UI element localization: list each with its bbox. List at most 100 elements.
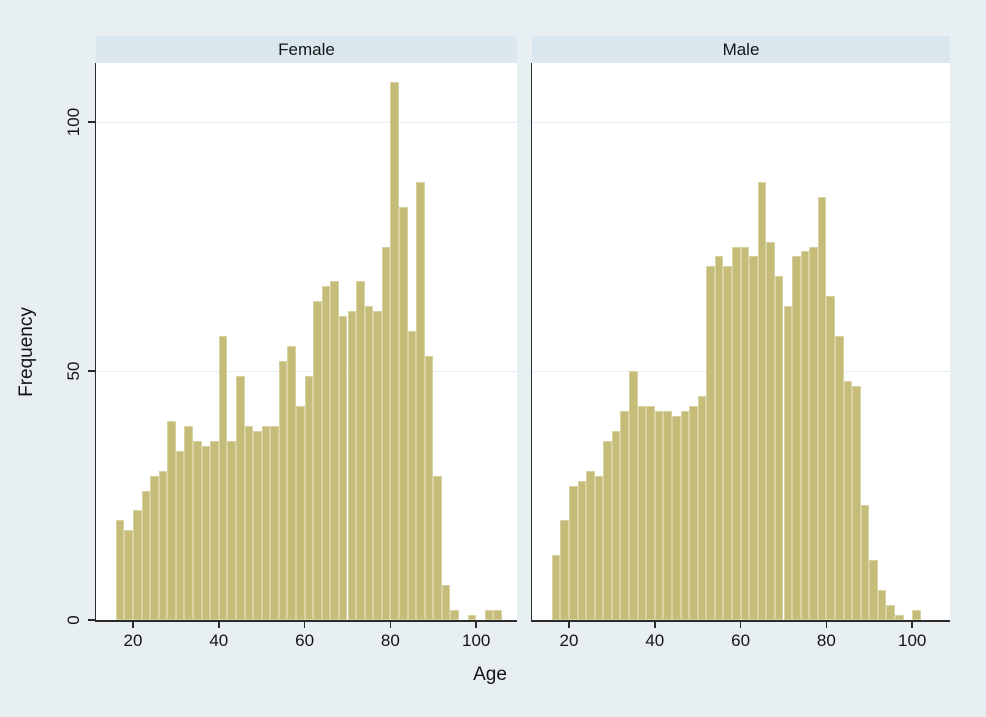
x-tick-80 [389, 621, 392, 628]
histogram-bar [424, 356, 434, 620]
y-tick-label-50: 50 [64, 361, 83, 381]
histogram-bar [158, 470, 168, 620]
histogram-bar [321, 286, 331, 620]
x-axis-line [94, 620, 517, 622]
histogram-bar [227, 440, 236, 620]
x-tick-label-40: 40 [209, 631, 229, 650]
x-tick-label-20: 20 [123, 631, 143, 650]
histogram-bar [218, 336, 228, 620]
histogram-bar [886, 605, 896, 620]
histogram-bar [732, 246, 741, 620]
histogram-bar [338, 316, 348, 620]
histogram-bar [244, 425, 254, 620]
y-tick-label-0: 0 [64, 615, 83, 625]
histogram-bar [877, 590, 887, 620]
histogram-bar [792, 256, 801, 620]
histogram-bar [671, 415, 681, 620]
histogram-bar [852, 385, 861, 620]
histogram-bar [210, 440, 219, 620]
histogram-bar [450, 610, 460, 620]
x-tick-40 [654, 621, 656, 628]
histogram-bar [270, 425, 279, 620]
facet-strip-male: Male [532, 36, 950, 63]
histogram-bar [740, 246, 750, 620]
histogram-bar [381, 246, 391, 620]
histogram-bar [253, 430, 262, 620]
histogram-bar [620, 410, 630, 620]
x-tick-label-20: 20 [559, 631, 579, 650]
histogram-bar [287, 346, 297, 620]
histogram-bar [680, 410, 690, 620]
histogram-bar [723, 266, 733, 620]
histogram-bar [749, 256, 758, 620]
histogram-bar [560, 520, 569, 620]
histogram-bar [551, 555, 561, 620]
histogram-bar [912, 610, 921, 620]
x-tick-60 [303, 621, 306, 628]
histogram-bar [774, 276, 784, 620]
histogram-bar [433, 475, 442, 620]
histogram-bar [296, 405, 305, 620]
histogram-bar [860, 505, 870, 620]
histogram-bar [783, 306, 793, 620]
gridline-y100 [96, 121, 517, 123]
x-axis-line [530, 620, 950, 622]
x-tick-label-80: 80 [816, 631, 836, 650]
histogram-bar [826, 296, 835, 620]
bars-layer-male [532, 63, 950, 620]
histogram-bar [184, 425, 194, 620]
histogram-bar [175, 450, 185, 620]
y-tick-0 [88, 619, 95, 621]
histogram-bar [390, 82, 399, 620]
x-tick-20 [568, 621, 570, 628]
histogram-bar [594, 475, 604, 620]
bars-layer-female [96, 63, 517, 620]
y-tick-100 [88, 121, 95, 123]
histogram-bar [663, 410, 672, 620]
histogram-bar [115, 520, 125, 620]
histogram-bar [611, 430, 621, 620]
histogram-bar [757, 181, 767, 620]
histogram-bar [407, 331, 417, 620]
histogram-bar [697, 395, 707, 620]
histogram-bar [278, 361, 288, 620]
x-tick-label-80: 80 [380, 631, 400, 650]
histogram-bar [467, 615, 477, 620]
x-axis-title: Age [473, 664, 507, 685]
histogram-bar [347, 311, 357, 620]
histogram-bar [133, 510, 142, 620]
y-axis-title: Frequency [16, 307, 37, 397]
histogram-bar [809, 246, 818, 620]
y-tick-50 [88, 370, 95, 372]
gridline-y100 [532, 121, 950, 123]
histogram-bar [800, 251, 810, 620]
histogram-bar [193, 440, 202, 620]
histogram-bar [895, 615, 904, 620]
x-tick-label-40: 40 [645, 631, 665, 650]
histogram-bar [416, 181, 425, 620]
x-tick-label-60: 60 [731, 631, 751, 650]
histogram-bar [629, 371, 638, 620]
histogram-bar [330, 281, 339, 620]
histogram-bar [637, 405, 647, 620]
histogram-bar [646, 405, 655, 620]
x-tick-40 [218, 621, 220, 628]
histogram-bar [373, 311, 382, 620]
histogram-bar [441, 585, 451, 620]
histogram-bar [364, 306, 374, 620]
histogram-bar [603, 440, 612, 620]
histogram-bar [235, 375, 245, 620]
histogram-bar [817, 196, 827, 620]
y-axis-line [94, 63, 96, 622]
x-tick-20 [132, 621, 134, 628]
x-tick-100 [911, 621, 913, 628]
histogram-bar [569, 485, 578, 620]
plot-area-female [96, 63, 517, 620]
facet-title-male: Male [722, 40, 760, 59]
facet-title-female: Female [278, 40, 335, 59]
gridline-y50 [96, 370, 517, 372]
histogram-bar [484, 610, 494, 620]
histogram-bar [141, 490, 151, 620]
histogram-bar [398, 206, 408, 620]
